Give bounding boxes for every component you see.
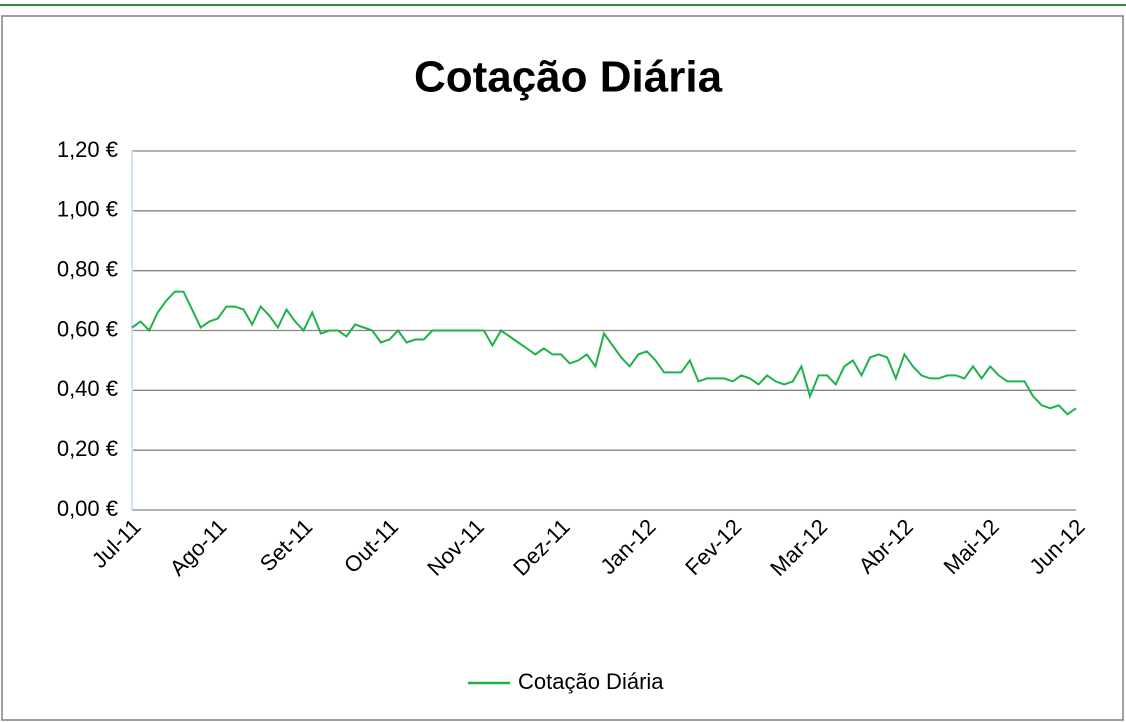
y-tick-label: 0,00 € [57,496,118,521]
y-tick-label: 0,20 € [57,436,118,461]
y-tick-label: 0,80 € [57,256,118,281]
y-tick-label: 0,40 € [57,376,118,401]
chart-border [1,15,1124,721]
chart-title: Cotação Diária [414,53,723,102]
y-tick-label: 0,60 € [57,316,118,341]
series-line [131,290,1077,416]
legend-label: Cotação Diária [518,669,664,694]
y-tick-label: 1,20 € [57,137,118,162]
y-tick-label: 1,00 € [57,197,118,222]
